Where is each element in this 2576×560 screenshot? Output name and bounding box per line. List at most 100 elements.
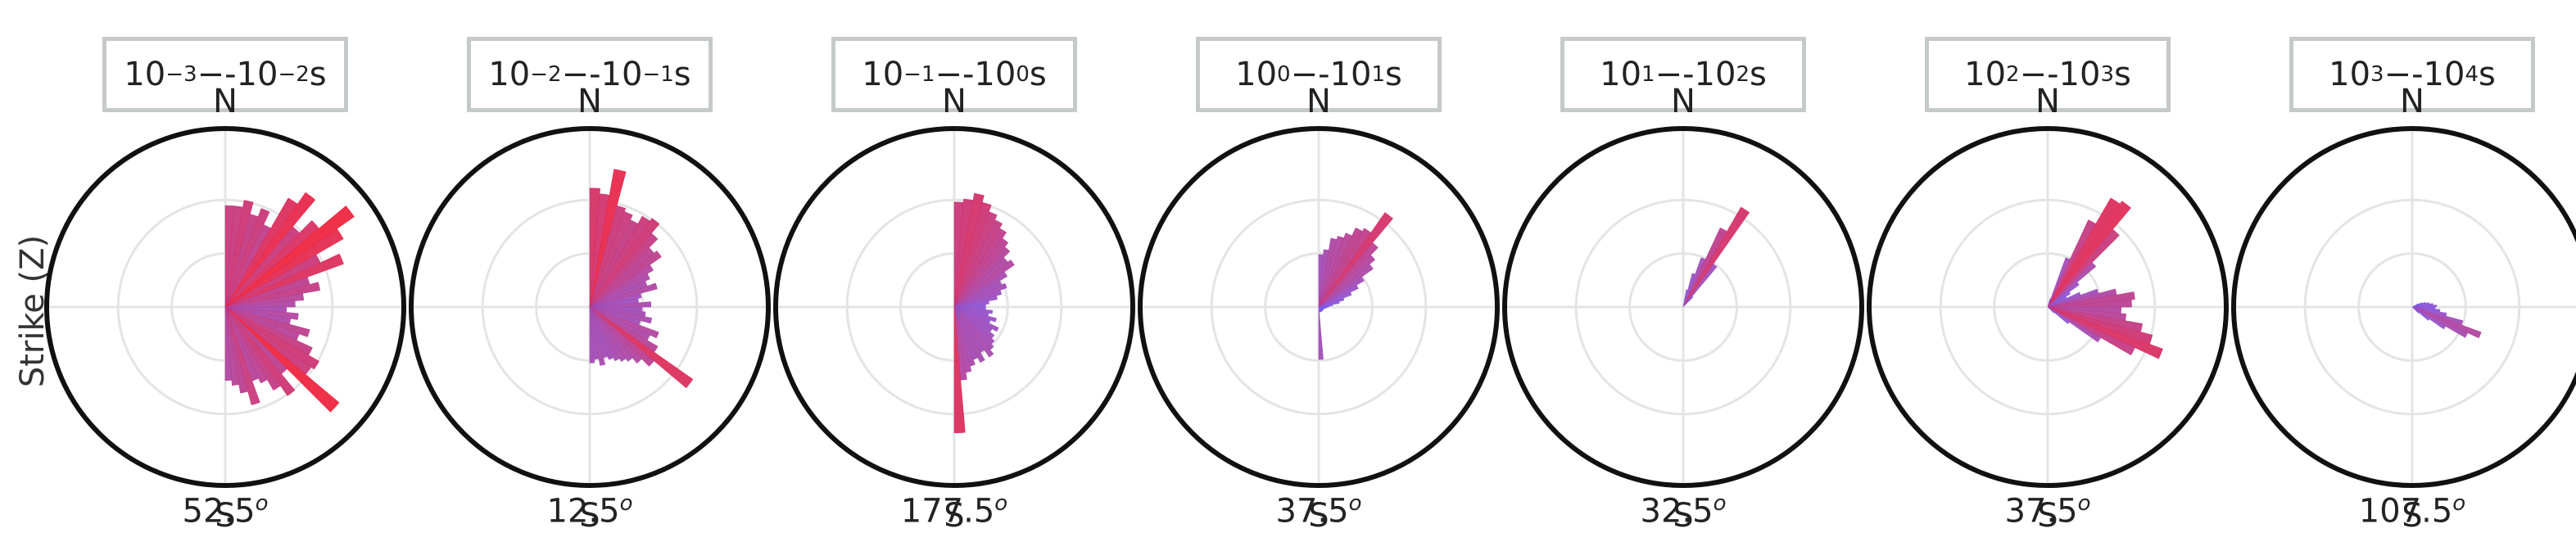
rose-bar bbox=[589, 273, 650, 308]
title-text: −-10 bbox=[561, 56, 643, 93]
label-north: N bbox=[2035, 83, 2060, 120]
rose-bar bbox=[953, 306, 985, 364]
angle-unit: o bbox=[2077, 491, 2091, 516]
rose-bar bbox=[589, 306, 595, 364]
rose-bar bbox=[589, 293, 642, 308]
rose-bar bbox=[589, 211, 633, 308]
label-south: S bbox=[579, 497, 600, 535]
rose-panel: 10 0 −-10 1 s N S 37.5o bbox=[1138, 0, 1500, 560]
mean-strike-angle: 32.5o bbox=[1511, 491, 1855, 530]
rose-bar bbox=[1682, 296, 1694, 308]
rose-bar bbox=[224, 306, 239, 386]
rose-bar bbox=[2411, 306, 2420, 314]
label-south: S bbox=[944, 497, 964, 535]
rose-bar bbox=[224, 192, 316, 308]
mean-strike-angle: 12.5o bbox=[418, 491, 762, 530]
rose-bar bbox=[1682, 206, 1750, 308]
title-text: s bbox=[2479, 56, 2496, 93]
rose-bar bbox=[589, 205, 627, 308]
rose-bar bbox=[2047, 306, 2070, 324]
rose-panel: 10 2 −-10 3 s N S 37.5o bbox=[1867, 0, 2229, 560]
rose-bar bbox=[1318, 264, 1374, 308]
mean-strike-angle: 107.5o bbox=[2240, 491, 2576, 530]
title-text: 10 bbox=[1235, 56, 1278, 93]
rose-bar bbox=[2047, 201, 2131, 308]
rose-bar bbox=[953, 237, 1009, 308]
rose-bar bbox=[1682, 264, 1718, 308]
rose-bar bbox=[2047, 291, 2135, 308]
title-exponent: −1 bbox=[642, 62, 674, 87]
rose-bar bbox=[953, 306, 999, 332]
rose-bar bbox=[953, 228, 1007, 308]
outer-circle bbox=[409, 126, 771, 488]
label-south: S bbox=[2037, 497, 2058, 535]
rose-bar bbox=[953, 306, 994, 358]
angle-unit: o bbox=[1348, 491, 1362, 516]
mean-strike-angle: 52.5o bbox=[53, 491, 397, 530]
panel-title: 10 −3 −-10 −2 s bbox=[102, 37, 348, 112]
rose-bar bbox=[1318, 276, 1365, 308]
rose-bar bbox=[2411, 306, 2469, 338]
title-text: s bbox=[1750, 56, 1767, 93]
title-text: s bbox=[2114, 56, 2131, 93]
title-exponent: 4 bbox=[2465, 62, 2479, 87]
rose-bar bbox=[589, 306, 659, 339]
panel-title: 10 1 −-10 2 s bbox=[1560, 37, 1806, 112]
rose-bar bbox=[589, 301, 652, 308]
outer-circle bbox=[2231, 126, 2576, 488]
rose-bar bbox=[2411, 306, 2447, 330]
outer-circle bbox=[1138, 126, 1500, 488]
title-text: s bbox=[1029, 56, 1047, 93]
rose-bar bbox=[953, 211, 998, 308]
rose-bar bbox=[589, 250, 662, 308]
rose-panel: 10 −2 −-10 −1 s N S 12.5o bbox=[409, 0, 771, 560]
title-text: 10 bbox=[1600, 56, 1642, 93]
label-south: S bbox=[1673, 497, 1693, 535]
rose-bar bbox=[1318, 291, 1352, 308]
title-exponent: 2 bbox=[2006, 62, 2020, 87]
rose-panel: 10 −3 −-10 −2 s N S 52.5o bbox=[44, 0, 406, 560]
title-exponent: 2 bbox=[1736, 62, 1750, 87]
rose-bar bbox=[589, 306, 627, 362]
panel-title: 10 0 −-10 1 s bbox=[1196, 37, 1442, 112]
panel-title: 10 −1 −-10 0 s bbox=[831, 37, 1077, 112]
rose-bar bbox=[224, 282, 321, 308]
title-exponent: −3 bbox=[165, 62, 197, 87]
rose-bar bbox=[953, 246, 1011, 308]
label-north: N bbox=[1671, 83, 1695, 120]
rose-plot: NS bbox=[44, 83, 406, 535]
title-text: −-10 bbox=[2384, 56, 2465, 93]
title-exponent: 3 bbox=[2370, 62, 2384, 87]
rose-bar bbox=[2047, 291, 2071, 308]
title-exponent: −2 bbox=[530, 62, 562, 87]
angle-value: 32.5 bbox=[1640, 492, 1714, 531]
rose-bar bbox=[953, 295, 998, 308]
rose-bar bbox=[2047, 299, 2132, 308]
rose-panel: 10 1 −-10 2 s N S 32.5o bbox=[1502, 0, 1864, 560]
mean-strike-angle: 37.5o bbox=[1876, 491, 2220, 530]
outer-circle bbox=[1867, 126, 2229, 488]
rose-plot: NS bbox=[1502, 83, 1864, 535]
angle-unit: o bbox=[1713, 491, 1727, 516]
angle-unit: o bbox=[255, 491, 269, 516]
rose-bar bbox=[2047, 228, 2120, 308]
title-text: 10 bbox=[862, 56, 904, 93]
rose-plot: NS bbox=[773, 83, 1135, 535]
rose-bar bbox=[589, 306, 633, 362]
rose-bar bbox=[589, 306, 606, 366]
rose-bar bbox=[224, 306, 260, 405]
rose-bar bbox=[1318, 304, 1333, 308]
rose-panel: 10 3 −-10 4 s N S 107.5o bbox=[2231, 0, 2576, 560]
rose-bar bbox=[2047, 262, 2097, 308]
title-exponent: 0 bbox=[1277, 62, 1291, 87]
rose-bar bbox=[589, 306, 620, 362]
outer-circle bbox=[1502, 126, 1864, 488]
angle-unit: o bbox=[619, 491, 633, 516]
title-exponent: 1 bbox=[1641, 62, 1655, 87]
mean-strike-angle: 177.5o bbox=[782, 491, 1126, 530]
label-north: N bbox=[2400, 83, 2424, 120]
rose-bar bbox=[1318, 306, 1324, 360]
title-exponent: −1 bbox=[903, 62, 935, 87]
title-text: −-10 bbox=[1290, 56, 1372, 93]
rose-bar bbox=[224, 205, 355, 308]
